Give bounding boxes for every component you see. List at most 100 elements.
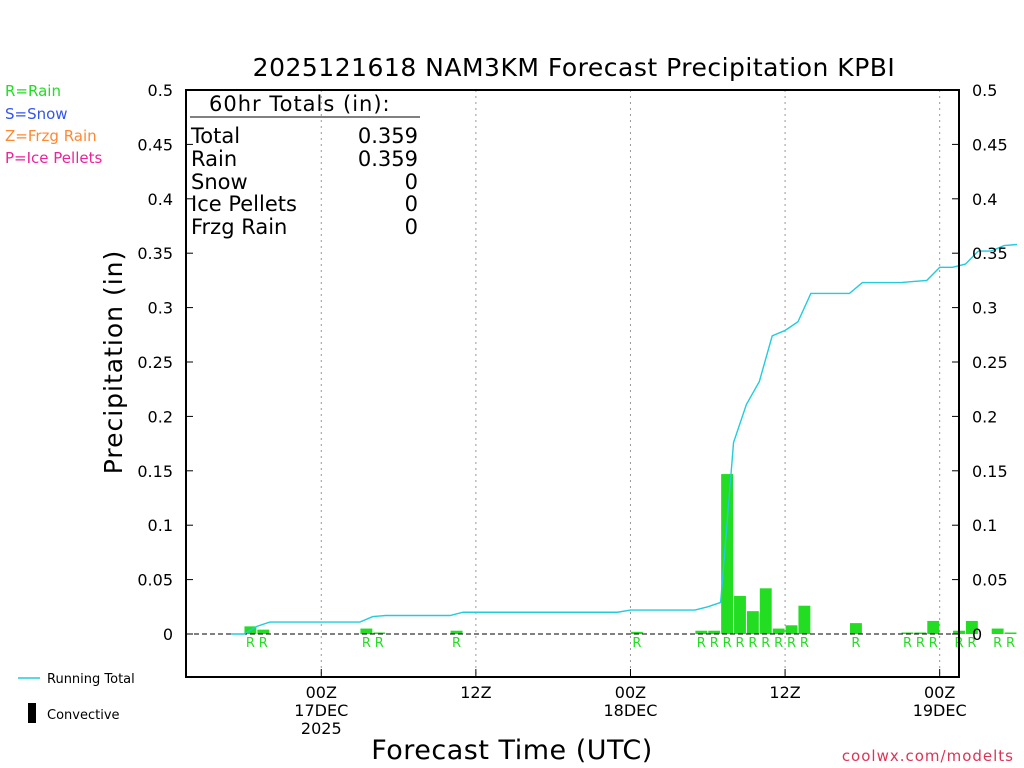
y-tick-label-left: 0 xyxy=(163,625,173,644)
y-tick-label-right: 0.5 xyxy=(972,81,997,100)
y-tick-label-left: 0.45 xyxy=(137,135,173,154)
precip-bar xyxy=(373,632,386,634)
precip-type-marker: R xyxy=(697,636,706,651)
credit-text: coolwx.com/modelts xyxy=(842,747,1014,765)
y-tick-label-right: 0.35 xyxy=(972,244,1008,263)
y-tick-label-left: 0.25 xyxy=(137,353,173,372)
precip-bar xyxy=(759,588,772,634)
plot-frame xyxy=(185,89,960,678)
precip-bar xyxy=(360,628,373,634)
totals-label-snow: Snow xyxy=(191,170,248,194)
precip-bar xyxy=(927,620,940,634)
y-tick-label-left: 0.05 xyxy=(137,571,173,590)
y-tick-label-left: 0.1 xyxy=(148,516,173,535)
series-legend: Running Total Convective xyxy=(18,672,135,723)
y-tick-label-right: 0.3 xyxy=(972,299,997,318)
precip-bar xyxy=(630,631,643,634)
running-total-line xyxy=(231,243,1018,635)
legend-convective: Convective xyxy=(47,708,120,723)
precip-type-marker: R xyxy=(787,636,796,651)
precip-type-marker: R xyxy=(452,636,461,651)
precip-bar xyxy=(798,605,811,634)
precip-bar xyxy=(695,630,708,634)
precip-type-marker: R xyxy=(1006,636,1015,651)
precip-bar xyxy=(1004,632,1017,634)
precip-type-marker: R xyxy=(246,636,255,651)
x-tick-label: 17DEC xyxy=(294,701,348,720)
x-tick-label: 12Z xyxy=(769,683,800,702)
chart-title: 2025121618 NAM3KM Forecast Precipitation… xyxy=(253,53,896,82)
precip-bar xyxy=(901,632,914,634)
convective-swatch xyxy=(28,703,36,723)
precip-type-marker: R xyxy=(723,636,732,651)
y-tick-label-left: 0.4 xyxy=(148,190,173,209)
grid-lines xyxy=(320,90,941,677)
precip-type-marker: R xyxy=(710,636,719,651)
y-tick-label-right: 0 xyxy=(972,625,982,644)
legend-running-total: Running Total xyxy=(47,672,135,687)
type-legend: R=Rain S=Snow Z=Frzg Rain P=Ice Pellets xyxy=(5,82,102,167)
totals-value-rain: 0.359 xyxy=(358,147,418,171)
legend-snow: S=Snow xyxy=(5,105,68,123)
totals-header: 60hr Totals (in): xyxy=(209,92,391,116)
precip-type-marker: R xyxy=(774,636,783,651)
precip-bar xyxy=(991,628,1004,634)
x-tick-label: 12Z xyxy=(460,683,491,702)
precip-type-marker: R xyxy=(761,636,770,651)
precip-bar xyxy=(257,629,270,634)
totals-value-frzg-rain: 0 xyxy=(405,215,418,239)
x-tick-label: 00Z xyxy=(924,683,955,702)
precip-bar xyxy=(708,630,721,634)
precip-bar xyxy=(734,595,746,634)
precip-bar xyxy=(849,623,862,634)
precip-type-marker: R xyxy=(903,636,912,651)
totals-label-ice-pellets: Ice Pellets xyxy=(191,192,297,216)
precip-bar xyxy=(721,474,734,634)
totals-label-total: Total xyxy=(190,124,240,148)
x-tick-label: 19DEC xyxy=(913,701,967,720)
y-tick-label-left: 0.2 xyxy=(148,407,173,426)
precip-type-marker: R xyxy=(929,636,938,651)
precip-type-marker: R xyxy=(967,636,976,651)
precip-bar xyxy=(914,632,927,634)
legend-freezing-rain: Z=Frzg Rain xyxy=(5,127,97,145)
y-tick-label-right: 0.05 xyxy=(972,571,1008,590)
y-tick-label-left: 0.5 xyxy=(148,81,173,100)
legend-ice-pellets: P=Ice Pellets xyxy=(5,149,102,167)
totals-box: 60hr Totals (in): Total 0.359 Rain 0.359… xyxy=(190,92,420,239)
precip-type-marker: R xyxy=(259,636,268,651)
precip-type-marker: R xyxy=(375,636,384,651)
y-axis-right: 0 0.05 0.1 0.15 0.2 0.25 0.3 0.35 0.4 0.45 0.5 xyxy=(952,81,1008,644)
x-tick-label: 18DEC xyxy=(603,701,657,720)
precip-bar xyxy=(785,625,798,634)
totals-value-ice-pellets: 0 xyxy=(405,192,418,216)
x-tick-label: 2025 xyxy=(301,719,342,738)
y-tick-label-right: 0.2 xyxy=(972,407,997,426)
x-axis-label: Forecast Time (UTC) xyxy=(371,735,653,766)
y-tick-label-right: 0.45 xyxy=(972,135,1008,154)
x-tick-label: 00Z xyxy=(615,683,646,702)
precip-bar xyxy=(772,628,785,634)
precip-type-marker: R xyxy=(993,636,1002,651)
precip-bar xyxy=(965,620,978,634)
y-axis-left: 0 0.05 0.1 0.15 0.2 0.25 0.3 0.35 0.4 0.45 0.5 xyxy=(137,81,193,644)
precip-type-marker: R xyxy=(916,636,925,651)
precip-bar xyxy=(746,611,759,634)
y-tick-label-right: 0.25 xyxy=(972,353,1008,372)
y-tick-label-left: 0.15 xyxy=(137,462,173,481)
y-tick-label-right: 0.1 xyxy=(972,516,997,535)
y-tick-label-right: 0.4 xyxy=(972,190,997,209)
precip-type-marker: R xyxy=(362,636,371,651)
totals-value-total: 0.359 xyxy=(358,124,418,148)
precip-bar xyxy=(450,630,463,634)
precip-type-marker: R xyxy=(632,636,641,651)
y-axis-label: Precipitation (in) xyxy=(99,250,128,475)
totals-value-snow: 0 xyxy=(405,170,418,194)
precip-type-marker: R xyxy=(800,636,809,651)
y-tick-label-right: 0.15 xyxy=(972,462,1008,481)
totals-label-rain: Rain xyxy=(191,147,237,171)
legend-rain: R=Rain xyxy=(5,82,61,100)
